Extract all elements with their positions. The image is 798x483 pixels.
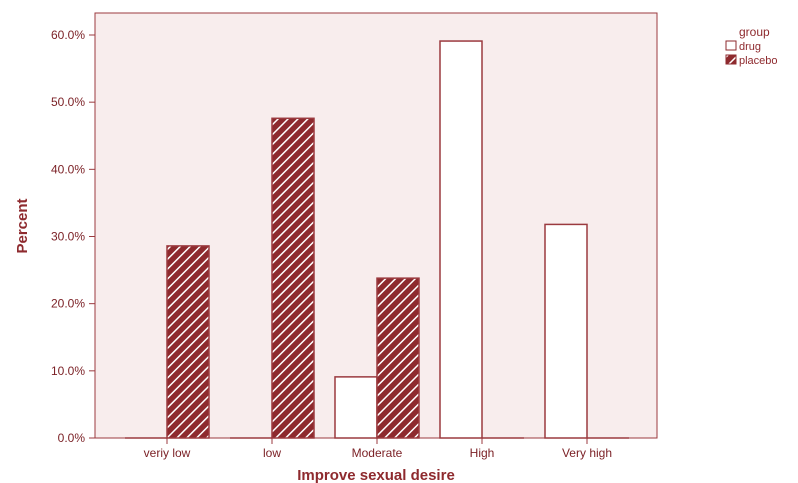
y-tick-label: 40.0% bbox=[51, 162, 85, 176]
legend-label-drug: drug bbox=[739, 41, 761, 53]
y-tick-label: 10.0% bbox=[51, 364, 85, 378]
y-tick-label: 30.0% bbox=[51, 230, 85, 244]
y-axis: 0.0% 10.0% 20.0% 30.0% 40.0% 50.0% 60.0% bbox=[51, 28, 95, 445]
bar-placebo bbox=[167, 246, 209, 438]
y-tick-label: 20.0% bbox=[51, 297, 85, 311]
x-tick-label: Very high bbox=[562, 446, 612, 460]
x-axis: veriy low low Moderate High Very high bbox=[144, 438, 612, 460]
legend-swatch-placebo bbox=[726, 55, 736, 64]
bar-placebo bbox=[377, 278, 419, 438]
y-axis-title: Percent bbox=[14, 198, 31, 253]
legend: group drug placebo bbox=[726, 25, 778, 67]
bar-placebo bbox=[272, 118, 314, 438]
legend-label-placebo: placebo bbox=[739, 55, 778, 67]
bar-drug bbox=[545, 224, 587, 438]
legend-title: group bbox=[739, 25, 770, 39]
bar-drug bbox=[335, 377, 377, 438]
x-tick-label: High bbox=[470, 446, 495, 460]
legend-swatch-drug bbox=[726, 41, 736, 50]
y-tick-label: 60.0% bbox=[51, 28, 85, 42]
bar-drug bbox=[440, 41, 482, 438]
x-tick-label: veriy low bbox=[144, 446, 191, 460]
x-tick-label: low bbox=[263, 446, 281, 460]
y-tick-label: 0.0% bbox=[58, 431, 86, 445]
x-axis-title: Improve sexual desire bbox=[297, 467, 455, 483]
x-tick-label: Moderate bbox=[352, 446, 403, 460]
y-tick-label: 50.0% bbox=[51, 95, 85, 109]
